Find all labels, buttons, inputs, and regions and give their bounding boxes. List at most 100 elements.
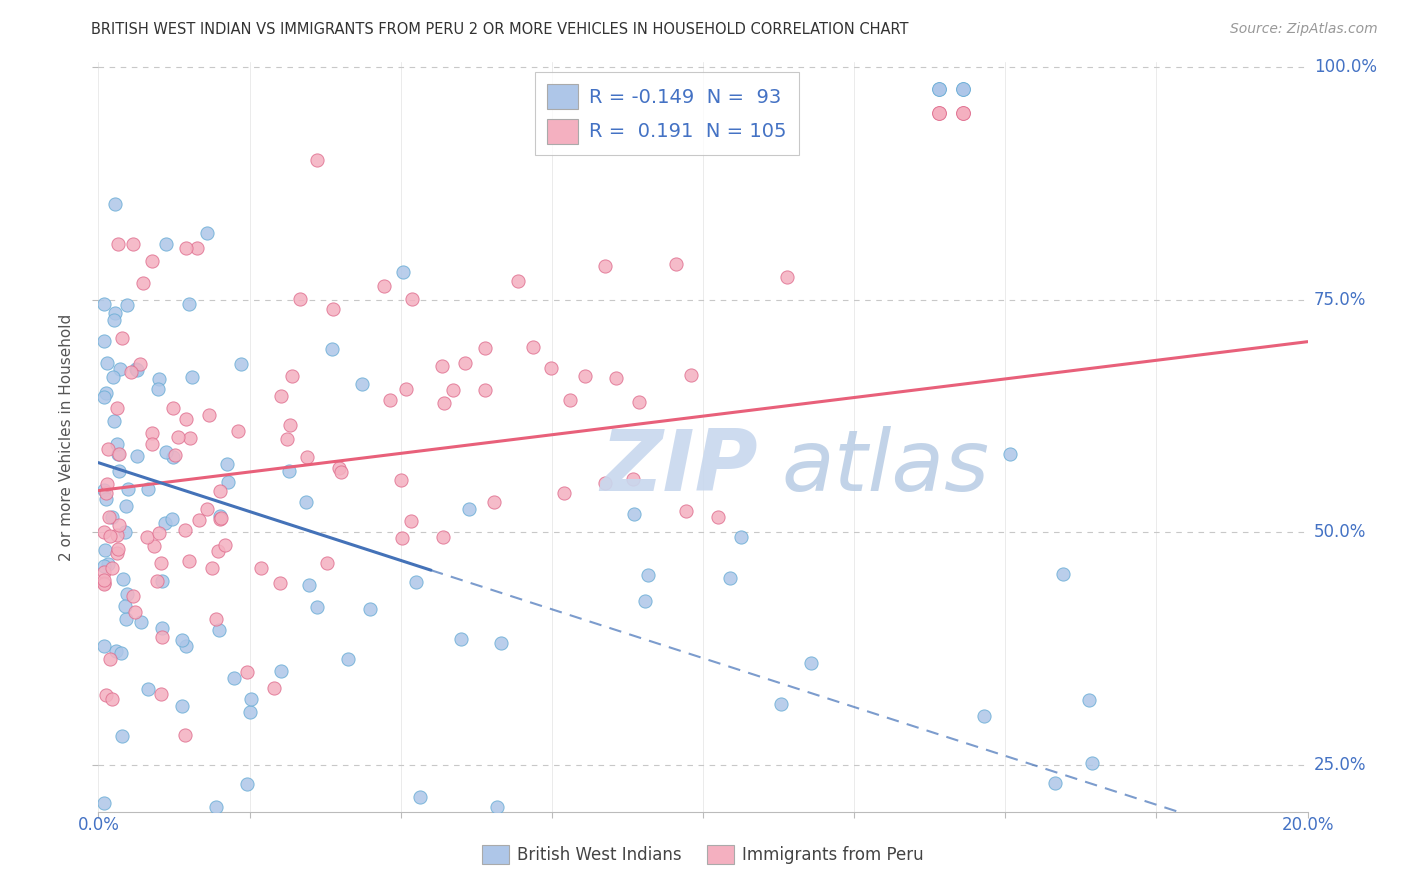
Point [270, 665, 292, 679]
Point [125, 362, 148, 376]
Point [1045, 776, 1067, 790]
Point [706, 510, 728, 524]
Text: 75.0%: 75.0% [1313, 291, 1367, 309]
Point [474, 383, 496, 397]
Point [174, 412, 197, 426]
Point [150, 556, 173, 570]
Point [101, 370, 124, 384]
Point [94, 543, 117, 558]
Text: 0.0%: 0.0% [77, 816, 120, 834]
Point [399, 514, 422, 528]
Point [329, 465, 352, 479]
Point [146, 382, 169, 396]
Point [150, 574, 173, 588]
Point [336, 652, 359, 666]
Point [93, 576, 115, 591]
Point [179, 297, 201, 311]
Point [188, 513, 211, 527]
Point [574, 369, 596, 384]
Point [236, 777, 259, 791]
Point [93, 525, 115, 540]
Point [149, 687, 172, 701]
Point [433, 395, 456, 409]
Point [776, 270, 799, 285]
Point [298, 578, 321, 592]
Point [162, 512, 184, 526]
Point [634, 594, 657, 608]
Point [208, 483, 231, 498]
Point [98, 529, 121, 543]
Point [101, 561, 124, 575]
Point [195, 226, 218, 240]
Point [96, 356, 118, 370]
Point [593, 476, 616, 491]
Point [209, 509, 232, 524]
Point [114, 599, 136, 614]
Point [93, 574, 115, 588]
Point [141, 436, 163, 450]
Point [276, 432, 298, 446]
Point [770, 697, 793, 711]
Point [181, 369, 204, 384]
Point [389, 473, 412, 487]
Point [120, 365, 142, 379]
Point [105, 528, 128, 542]
Point [179, 431, 201, 445]
Point [143, 539, 166, 553]
Point [224, 671, 246, 685]
Point [111, 331, 134, 345]
Point [229, 357, 252, 371]
Point [489, 636, 512, 650]
Text: Source: ZipAtlas.com: Source: ZipAtlas.com [1230, 22, 1378, 37]
Point [111, 729, 134, 743]
Point [263, 681, 285, 695]
Point [593, 259, 616, 273]
Point [94, 486, 117, 500]
Point [238, 705, 260, 719]
Point [217, 475, 239, 490]
Point [474, 341, 496, 355]
Point [150, 630, 173, 644]
Point [186, 242, 208, 256]
Point [93, 297, 115, 311]
Point [250, 560, 273, 574]
Y-axis label: 2 or more Vehicles in Household: 2 or more Vehicles in Household [59, 313, 75, 561]
Point [290, 292, 312, 306]
Point [167, 429, 190, 443]
Point [108, 517, 131, 532]
Point [96, 476, 118, 491]
Point [97, 509, 120, 524]
Point [628, 394, 651, 409]
Point [112, 573, 135, 587]
Point [105, 546, 128, 560]
Point [179, 554, 201, 568]
Point [553, 486, 575, 500]
Point [328, 460, 350, 475]
Point [307, 153, 329, 168]
Point [93, 559, 115, 574]
Point [730, 530, 752, 544]
Point [373, 278, 395, 293]
Point [605, 370, 627, 384]
Point [100, 510, 122, 524]
Point [441, 384, 464, 398]
Point [665, 257, 688, 271]
Point [105, 436, 128, 450]
Point [141, 254, 163, 268]
Point [110, 362, 132, 376]
Point [103, 312, 125, 326]
Point [129, 357, 152, 371]
Text: atlas: atlas [782, 425, 990, 508]
Point [117, 482, 139, 496]
Point [162, 401, 184, 416]
Point [155, 445, 177, 459]
Point [152, 621, 174, 635]
Point [458, 501, 481, 516]
Point [800, 656, 823, 670]
Point [235, 665, 257, 679]
Point [97, 442, 120, 457]
Point [621, 472, 644, 486]
Point [280, 369, 302, 384]
Point [96, 491, 118, 506]
Point [681, 368, 703, 382]
